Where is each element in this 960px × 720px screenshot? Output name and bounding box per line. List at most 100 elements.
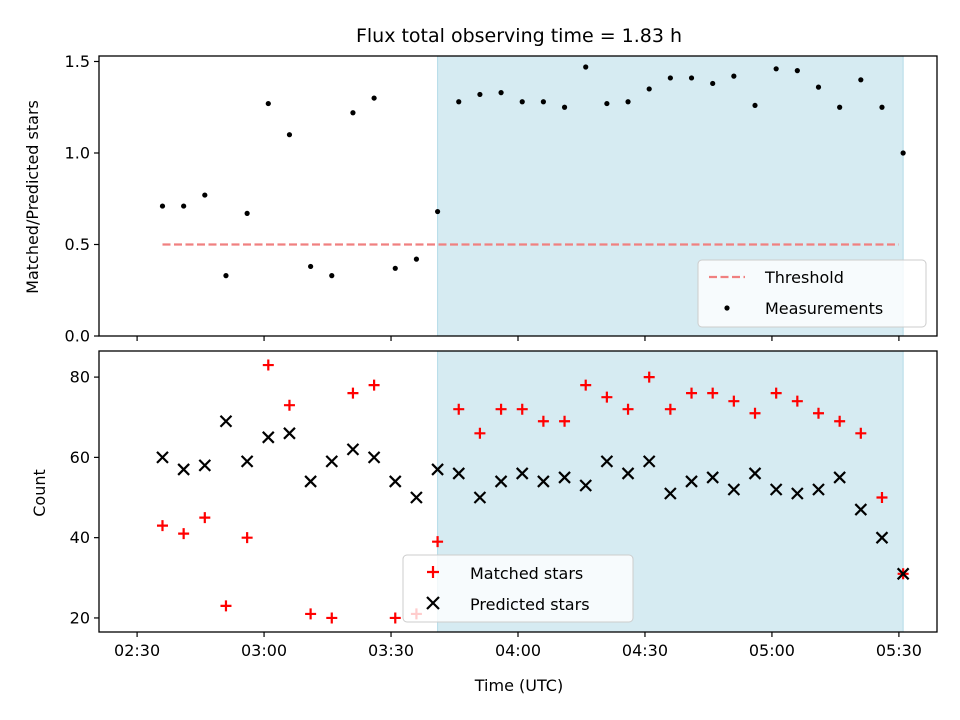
- measurements-legend-marker: [724, 305, 730, 311]
- matched-point: [178, 528, 190, 540]
- predicted-point: [748, 467, 762, 480]
- matched-point: [241, 532, 253, 544]
- count-legend-box: [402, 554, 634, 623]
- predicted-legend-marker: [426, 596, 440, 610]
- count-y-tick-label: 60: [70, 448, 90, 467]
- matched-point: [770, 387, 782, 399]
- predicted-point: [685, 475, 698, 488]
- predicted-point: [198, 459, 212, 472]
- matched-point: [622, 403, 634, 415]
- predicted-point: [769, 483, 783, 496]
- predicted-point: [410, 491, 423, 504]
- ratio-point: [329, 273, 335, 279]
- ratio-point: [646, 86, 652, 92]
- predicted-point: [537, 475, 550, 488]
- ratio-point: [773, 66, 779, 72]
- ratio-point: [265, 100, 271, 107]
- matched-point: [580, 379, 592, 391]
- matched-point: [495, 403, 507, 415]
- predicted-point: [515, 467, 529, 480]
- x-tick-label: 05:00: [749, 641, 795, 660]
- matched-point: [453, 403, 465, 415]
- x-axis-label: Time (UTC): [474, 676, 563, 695]
- predicted-point: [388, 475, 402, 488]
- predicted-point: [642, 455, 656, 468]
- x-tick-label: 04:00: [495, 641, 541, 660]
- predicted-point: [600, 455, 614, 468]
- matched-point: [728, 395, 740, 407]
- ratio-point: [667, 75, 673, 81]
- ratio-point: [837, 104, 843, 110]
- predicted-point: [875, 531, 889, 544]
- ratio-y-tick-label: 1.5: [65, 52, 90, 71]
- predicted-point: [727, 483, 741, 496]
- predicted-point: [558, 471, 571, 484]
- predicted-point: [346, 443, 360, 456]
- ratio-point: [540, 99, 546, 105]
- predicted-point: [706, 471, 719, 484]
- predicted-point: [240, 455, 254, 468]
- predicted-point: [833, 471, 846, 484]
- measurements-legend-label: Measurements: [765, 299, 883, 318]
- predicted-point: [304, 475, 317, 488]
- ratio-point: [583, 64, 589, 70]
- ratio-panel: Flux total observing time = 1.83 h Match…: [23, 25, 938, 346]
- matched-point: [474, 427, 486, 439]
- predicted-point: [431, 463, 444, 476]
- count-panel: Count Time (UTC) 20 40 60 80 02:30 03:00 03:30…: [30, 350, 938, 695]
- ratio-y-tick-label: 0.0: [65, 327, 90, 346]
- x-tick-label: 04:30: [622, 641, 668, 660]
- ratio-point: [434, 208, 441, 215]
- matched-point: [876, 492, 888, 504]
- ratio-point: [244, 210, 250, 216]
- predicted-point: [219, 414, 233, 428]
- predicted-point: [812, 483, 825, 496]
- matched-point: [791, 395, 803, 407]
- matched-point: [199, 512, 211, 524]
- x-tick-label: 03:00: [241, 641, 287, 660]
- count-y-axis-label: Count: [30, 469, 49, 517]
- ratio-point: [688, 75, 695, 81]
- count-y-tick-label: 40: [70, 528, 90, 547]
- predicted-point: [854, 503, 868, 516]
- matched-legend-label: Matched stars: [470, 564, 583, 583]
- matched-point: [643, 371, 655, 383]
- predicted-point: [452, 467, 466, 480]
- ratio-point: [731, 73, 737, 79]
- predicted-point: [283, 427, 296, 440]
- ratio-point: [900, 150, 906, 156]
- predicted-point: [325, 455, 339, 468]
- matched-point: [220, 600, 232, 612]
- predicted-point: [367, 451, 381, 464]
- matched-point: [389, 612, 401, 624]
- matched-point: [664, 403, 676, 415]
- predicted-point: [579, 479, 592, 492]
- matched-point: [368, 379, 380, 391]
- predicted-point: [896, 567, 910, 581]
- ratio-point: [625, 99, 631, 105]
- matched-point: [686, 387, 698, 399]
- x-tick-label: 02:30: [114, 641, 160, 660]
- matched-legend-marker: [427, 566, 439, 578]
- matched-point: [305, 608, 317, 620]
- ratio-point: [752, 102, 758, 109]
- matched-point: [707, 387, 719, 399]
- predicted-point: [473, 491, 487, 504]
- ratio-point: [202, 192, 208, 198]
- predicted-point: [156, 451, 169, 464]
- ratio-y-axis-label: Matched/Predicted stars: [23, 100, 42, 294]
- ratio-point: [159, 203, 166, 209]
- ratio-point: [604, 100, 610, 107]
- ratio-point: [371, 95, 377, 101]
- ratio-y-tick-label: 0.5: [65, 235, 90, 254]
- ratio-point: [350, 110, 356, 116]
- ratio-point: [413, 256, 420, 262]
- matched-point: [516, 403, 528, 415]
- ratio-point: [477, 91, 483, 98]
- ratio-point: [456, 99, 462, 105]
- predicted-legend-label: Predicted stars: [470, 595, 590, 614]
- predicted-point: [262, 431, 275, 444]
- ratio-y-tick-label: 1.0: [65, 143, 90, 162]
- matched-point: [537, 415, 549, 427]
